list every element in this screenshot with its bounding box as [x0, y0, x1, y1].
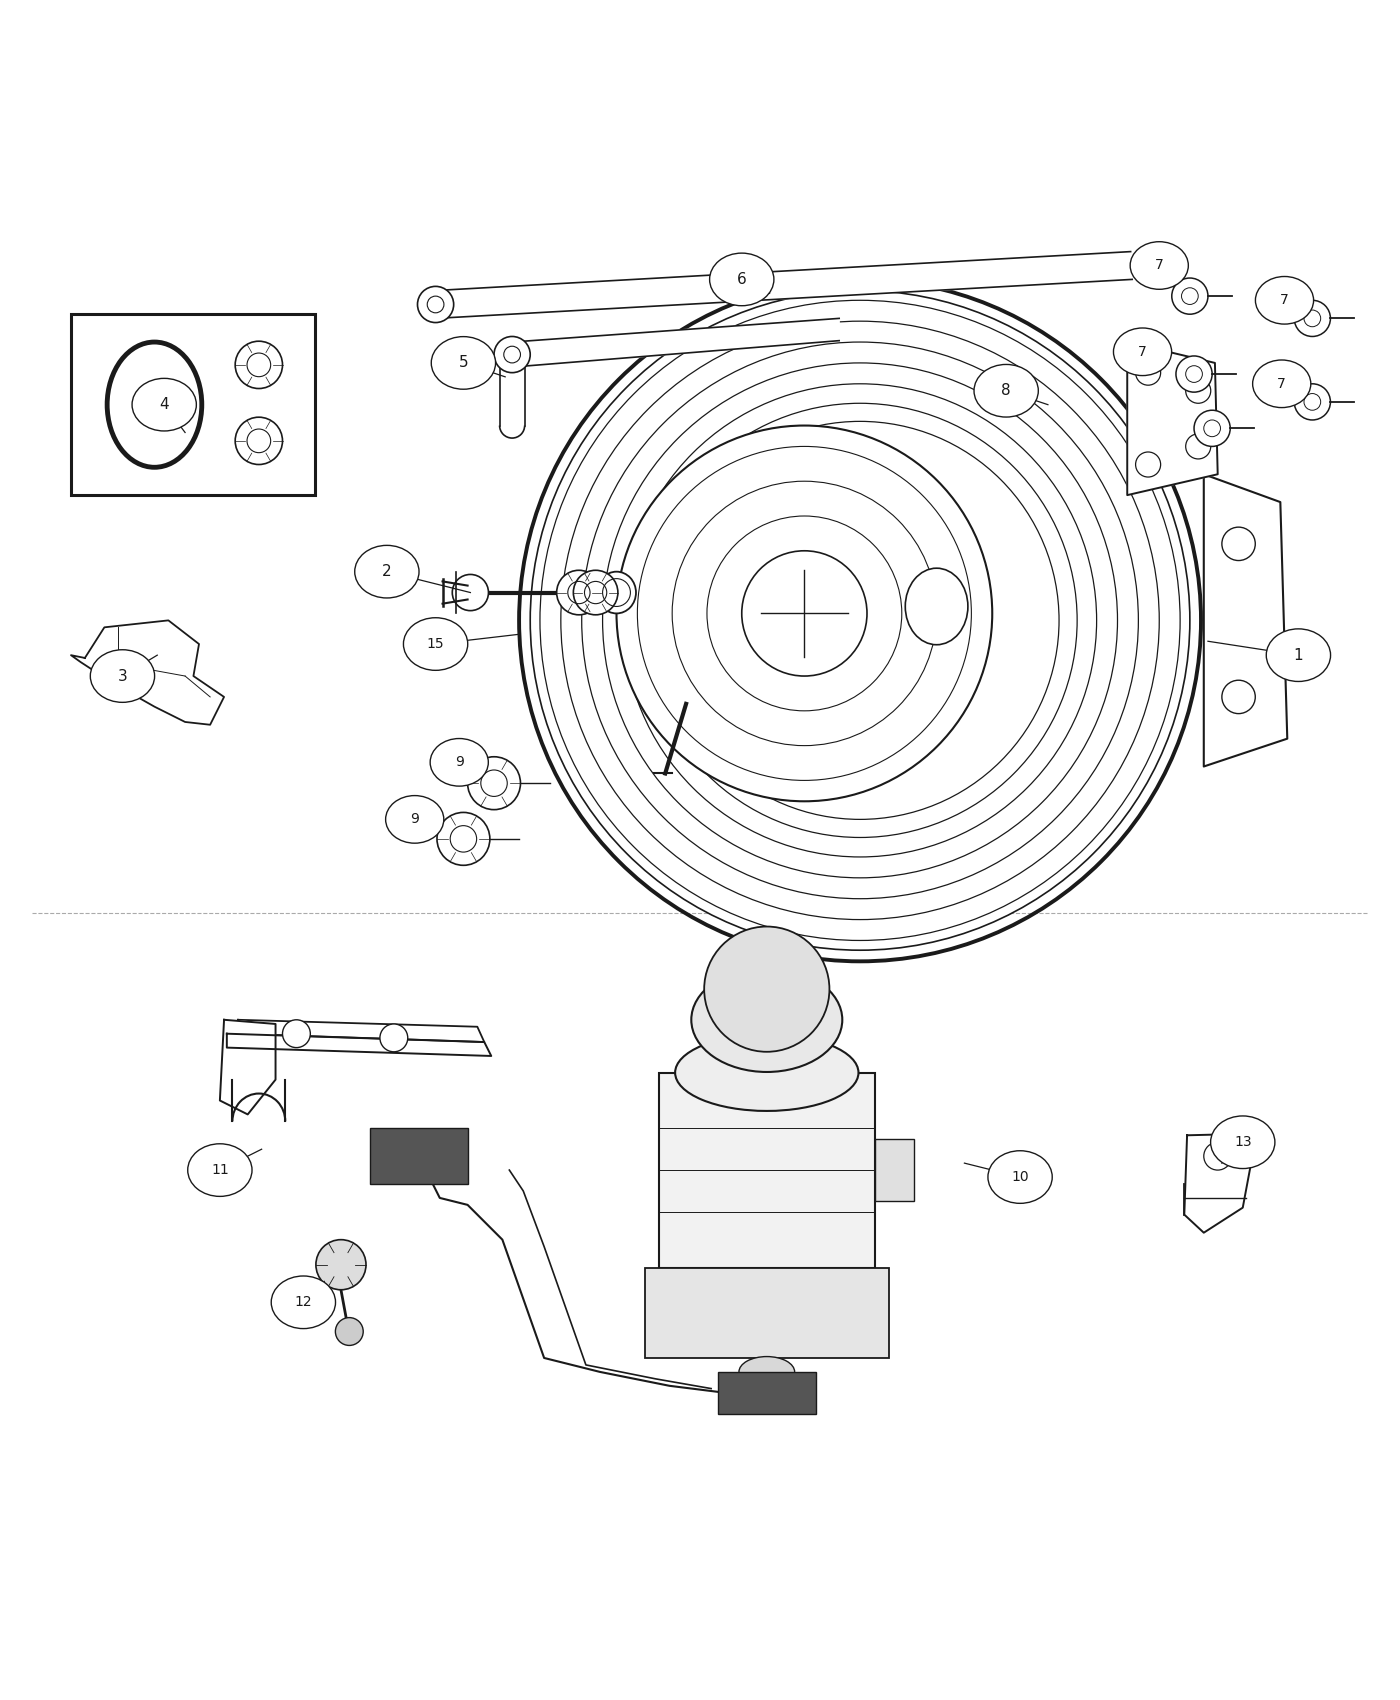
Text: 7: 7 [1155, 258, 1163, 272]
Circle shape [1135, 360, 1161, 386]
Polygon shape [435, 252, 1133, 318]
Circle shape [417, 286, 454, 323]
Circle shape [704, 927, 829, 1052]
Text: 10: 10 [1011, 1170, 1029, 1183]
Circle shape [316, 1239, 365, 1290]
Bar [875, 1139, 914, 1200]
Circle shape [1176, 355, 1212, 393]
Ellipse shape [1256, 277, 1313, 325]
Ellipse shape [692, 967, 843, 1073]
Text: 9: 9 [455, 755, 463, 770]
Polygon shape [227, 1034, 491, 1056]
Ellipse shape [188, 1144, 252, 1197]
Text: 7: 7 [1277, 377, 1287, 391]
Bar [718, 1372, 816, 1414]
Circle shape [574, 570, 617, 615]
Ellipse shape [385, 796, 444, 843]
Ellipse shape [272, 1277, 336, 1329]
Circle shape [336, 1318, 363, 1345]
Text: 3: 3 [118, 668, 127, 683]
Polygon shape [1204, 474, 1287, 767]
Text: 12: 12 [294, 1295, 312, 1309]
Polygon shape [71, 620, 224, 724]
Ellipse shape [1113, 328, 1172, 376]
Circle shape [468, 756, 521, 809]
Text: 8: 8 [1001, 382, 1011, 398]
Bar [645, 1268, 889, 1358]
Circle shape [1186, 377, 1211, 403]
Text: 2: 2 [382, 564, 392, 580]
Text: 7: 7 [1280, 294, 1289, 308]
Circle shape [1222, 680, 1256, 714]
Polygon shape [238, 1020, 484, 1042]
Circle shape [1294, 384, 1330, 420]
Text: 7: 7 [1138, 345, 1147, 359]
Bar [659, 1073, 875, 1268]
Polygon shape [1127, 342, 1218, 495]
Ellipse shape [596, 571, 636, 614]
Circle shape [557, 570, 601, 615]
Ellipse shape [431, 337, 496, 389]
Polygon shape [512, 318, 839, 367]
Polygon shape [1184, 1134, 1252, 1232]
Ellipse shape [403, 617, 468, 670]
Ellipse shape [1130, 241, 1189, 289]
Circle shape [494, 337, 531, 372]
Circle shape [235, 416, 283, 464]
Ellipse shape [1266, 629, 1330, 682]
Ellipse shape [91, 649, 154, 702]
Circle shape [1194, 410, 1231, 447]
Text: 6: 6 [736, 272, 746, 287]
Text: 1: 1 [1294, 648, 1303, 663]
Circle shape [452, 575, 489, 610]
Circle shape [1186, 434, 1211, 459]
Text: 15: 15 [427, 638, 444, 651]
Ellipse shape [906, 568, 967, 644]
Bar [71, 314, 315, 495]
Ellipse shape [974, 364, 1039, 416]
Text: 5: 5 [459, 355, 468, 371]
Circle shape [437, 813, 490, 865]
Polygon shape [500, 355, 525, 425]
Ellipse shape [710, 253, 774, 306]
Circle shape [1135, 452, 1161, 478]
Circle shape [531, 291, 1190, 950]
Circle shape [235, 342, 283, 389]
Ellipse shape [988, 1151, 1053, 1204]
Circle shape [1222, 527, 1256, 561]
Circle shape [1204, 1142, 1232, 1170]
Ellipse shape [430, 738, 489, 785]
Ellipse shape [354, 546, 419, 598]
Circle shape [616, 425, 993, 801]
Circle shape [379, 1023, 407, 1052]
Ellipse shape [675, 1034, 858, 1110]
Polygon shape [220, 1020, 276, 1115]
Circle shape [742, 551, 867, 677]
Ellipse shape [132, 379, 196, 432]
Ellipse shape [739, 1357, 795, 1387]
Text: 9: 9 [410, 813, 419, 826]
Ellipse shape [1253, 360, 1310, 408]
Text: 11: 11 [211, 1163, 228, 1176]
Ellipse shape [1211, 1115, 1275, 1168]
Circle shape [283, 1020, 311, 1047]
Circle shape [1172, 279, 1208, 314]
Text: 13: 13 [1233, 1136, 1252, 1149]
Text: 4: 4 [160, 398, 169, 411]
Circle shape [1294, 301, 1330, 337]
Bar [370, 1129, 468, 1183]
